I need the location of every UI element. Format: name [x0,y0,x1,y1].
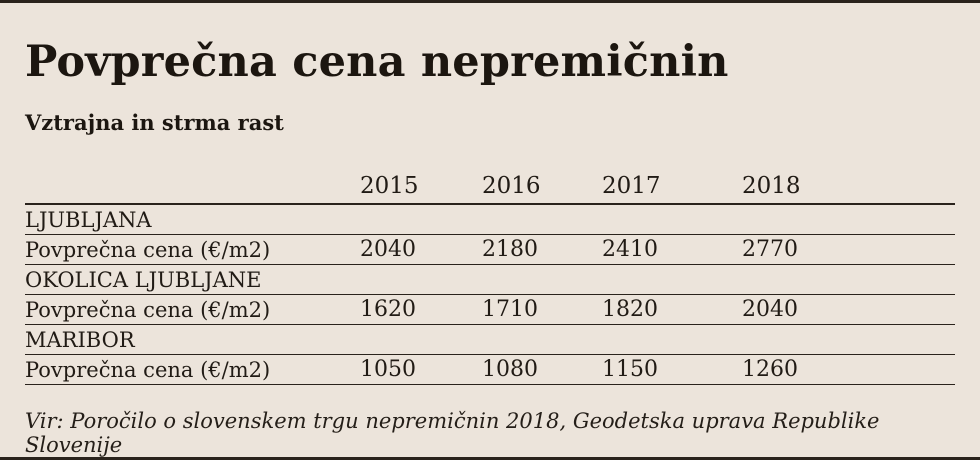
empty-cell [602,204,742,236]
price-table-body: LJUBLJANA Povprečna cena (€/m2) 2040 2180 24… [25,204,955,386]
table-row: Povprečna cena (€/m2) 1050 1080 1150 1260 [25,354,955,386]
value-cell: 2410 [602,234,742,266]
value-cell: 1150 [602,354,742,386]
year-header: 2018 [742,155,955,206]
value-cell: 1260 [742,354,955,386]
region-cell: OKOLICA LJUBLJANE [25,264,360,296]
year-header: 2017 [602,155,742,206]
metric-cell: Povprečna cena (€/m2) [25,234,360,266]
empty-cell [482,324,602,356]
price-table: 2015 2016 2017 2018 LJUBLJANA Povprečna cena… [25,155,955,386]
region-cell: LJUBLJANA [25,204,360,236]
value-cell: 2180 [482,234,602,266]
empty-cell [360,324,482,356]
page-title: Povprečna cena nepremičnin [25,37,729,87]
empty-cell [742,204,955,236]
empty-cell [602,324,742,356]
table-row: Povprečna cena (€/m2) 1620 1710 1820 2040 [25,294,955,326]
table-row: Povprečna cena (€/m2) 2040 2180 2410 2770 [25,234,955,266]
empty-cell [482,204,602,236]
empty-cell [482,264,602,296]
empty-cell [360,204,482,236]
value-cell: 1820 [602,294,742,326]
value-cell: 1620 [360,294,482,326]
year-header: 2015 [360,155,482,206]
value-cell: 2040 [360,234,482,266]
corner-cell [25,155,360,206]
empty-cell [742,324,955,356]
page-subtitle: Vztrajna in strma rast [25,110,284,136]
table-row: OKOLICA LJUBLJANE [25,264,955,296]
source-note: Vir: Poročilo o slovenskem trgu nepremič… [25,409,880,458]
metric-cell: Povprečna cena (€/m2) [25,294,360,326]
value-cell: 2770 [742,234,955,266]
table-row: MARIBOR [25,324,955,356]
empty-cell [360,264,482,296]
table-header-row: 2015 2016 2017 2018 [25,155,955,206]
value-cell: 1080 [482,354,602,386]
value-cell: 1710 [482,294,602,326]
metric-cell: Povprečna cena (€/m2) [25,354,360,386]
region-cell: MARIBOR [25,324,360,356]
table-row: LJUBLJANA [25,204,955,236]
value-cell: 1050 [360,354,482,386]
empty-cell [742,264,955,296]
year-header: 2016 [482,155,602,206]
empty-cell [602,264,742,296]
value-cell: 2040 [742,294,955,326]
